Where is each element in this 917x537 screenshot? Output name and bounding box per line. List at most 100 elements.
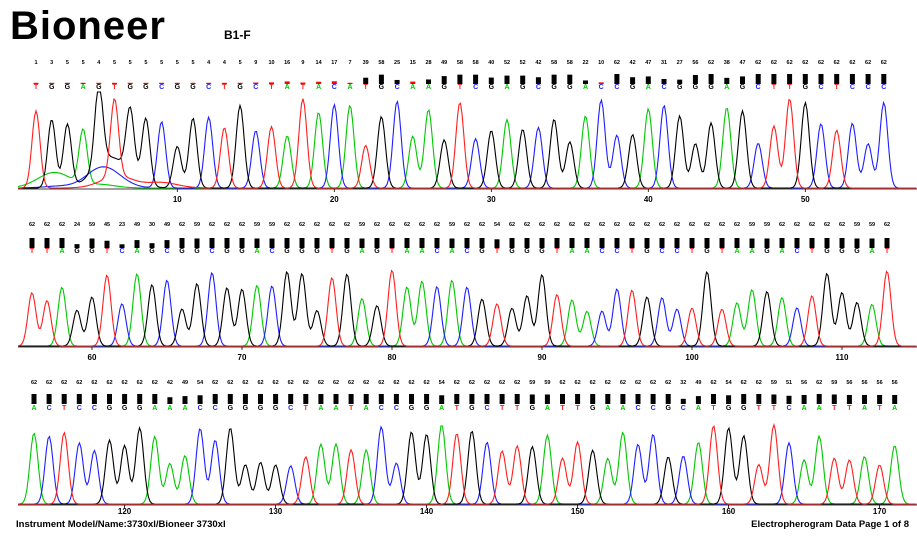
base-call: A xyxy=(696,405,701,412)
quality-value: 49 xyxy=(182,380,188,386)
quality-bar xyxy=(680,398,686,404)
quality-value: 58 xyxy=(567,60,573,66)
quality-value: 62 xyxy=(620,380,626,386)
base-call: G xyxy=(524,248,530,255)
quality-value: 56 xyxy=(877,380,883,386)
quality-value: 62 xyxy=(605,380,611,386)
base-call: T xyxy=(575,405,580,412)
quality-bar xyxy=(378,394,384,404)
base-call: G xyxy=(741,405,747,412)
quality-bar xyxy=(227,394,233,404)
base-call: C xyxy=(213,405,218,412)
quality-value: 62 xyxy=(755,60,761,66)
quality-bar xyxy=(674,238,680,248)
quality-value: 62 xyxy=(674,222,680,228)
base-call: T xyxy=(105,248,110,255)
base-call: A xyxy=(439,405,444,412)
quality-value: 4 xyxy=(223,60,227,66)
base-call: G xyxy=(803,84,809,91)
quality-bar xyxy=(569,238,575,248)
quality-value: 49 xyxy=(134,222,140,228)
quality-bar xyxy=(755,74,761,84)
quality-bar xyxy=(529,394,535,404)
quality-bar xyxy=(605,394,611,404)
base-call: G xyxy=(379,84,385,91)
trace-a xyxy=(17,104,917,189)
base-call: A xyxy=(59,248,64,255)
base-call: C xyxy=(794,248,799,255)
quality-value: 62 xyxy=(257,380,263,386)
quality-value: 62 xyxy=(179,222,185,228)
quality-value: 54 xyxy=(726,380,733,386)
quality-value: 62 xyxy=(614,60,620,66)
base-call: G xyxy=(469,405,475,412)
quality-value: 62 xyxy=(106,380,112,386)
base-call: A xyxy=(152,405,157,412)
quality-bar xyxy=(520,75,526,84)
base-call: G xyxy=(284,248,290,255)
quality-bar xyxy=(551,74,557,84)
base-call: G xyxy=(237,84,243,91)
base-call: C xyxy=(198,405,203,412)
quality-value: 62 xyxy=(404,222,410,228)
quality-bar xyxy=(614,74,620,84)
quality-value: 59 xyxy=(359,222,365,228)
quality-bar xyxy=(316,81,322,84)
quality-bar xyxy=(441,76,447,84)
base-call: C xyxy=(484,405,489,412)
quality-value: 62 xyxy=(59,222,65,228)
quality-bar xyxy=(80,82,86,84)
quality-value: 62 xyxy=(741,380,747,386)
quality-bar xyxy=(464,238,470,248)
base-call: C xyxy=(159,84,164,91)
x-tick-label: 20 xyxy=(330,195,339,204)
quality-value: 59 xyxy=(194,222,200,228)
quality-value: 59 xyxy=(831,380,837,386)
quality-value: 62 xyxy=(91,380,97,386)
quality-value: 16 xyxy=(284,60,290,66)
quality-bar xyxy=(661,79,667,84)
quality-bar xyxy=(254,238,260,248)
quality-value: 62 xyxy=(771,60,777,66)
quality-bar xyxy=(419,238,425,248)
base-call: C xyxy=(614,84,619,91)
base-call: T xyxy=(690,248,695,255)
quality-value: 62 xyxy=(31,380,37,386)
quality-bar xyxy=(509,238,515,248)
quality-bar xyxy=(620,394,626,404)
quality-value: 62 xyxy=(288,380,294,386)
quality-value: 62 xyxy=(734,222,740,228)
quality-bar xyxy=(892,394,898,404)
base-call: G xyxy=(190,84,196,91)
quality-bar xyxy=(410,81,416,84)
quality-value: 62 xyxy=(209,222,215,228)
quality-value: 54 xyxy=(197,380,204,386)
trace-c xyxy=(18,271,917,347)
quality-value: 62 xyxy=(644,222,650,228)
quality-value: 58 xyxy=(457,60,463,66)
quality-bar xyxy=(877,394,883,404)
base-call: C xyxy=(818,84,823,91)
quality-value: 62 xyxy=(689,222,695,228)
trace-g xyxy=(18,270,917,347)
base-call: G xyxy=(479,248,485,255)
quality-value: 59 xyxy=(771,380,777,386)
quality-bar xyxy=(449,238,455,248)
quality-value: 10 xyxy=(268,60,274,66)
quality-bar xyxy=(539,238,545,248)
quality-value: 51 xyxy=(786,380,792,386)
base-call: T xyxy=(269,84,274,91)
quality-bar xyxy=(179,238,185,248)
quality-bar xyxy=(786,395,792,404)
base-call: T xyxy=(458,84,463,91)
quality-bar xyxy=(524,238,530,248)
x-tick-label: 100 xyxy=(685,353,699,362)
base-call: G xyxy=(854,248,860,255)
quality-bar xyxy=(269,238,275,248)
quality-bar xyxy=(764,238,770,248)
base-call: G xyxy=(299,248,305,255)
quality-value: 62 xyxy=(227,380,233,386)
quality-value: 62 xyxy=(378,380,384,386)
quality-bar xyxy=(122,394,128,404)
trace-c xyxy=(18,98,917,189)
